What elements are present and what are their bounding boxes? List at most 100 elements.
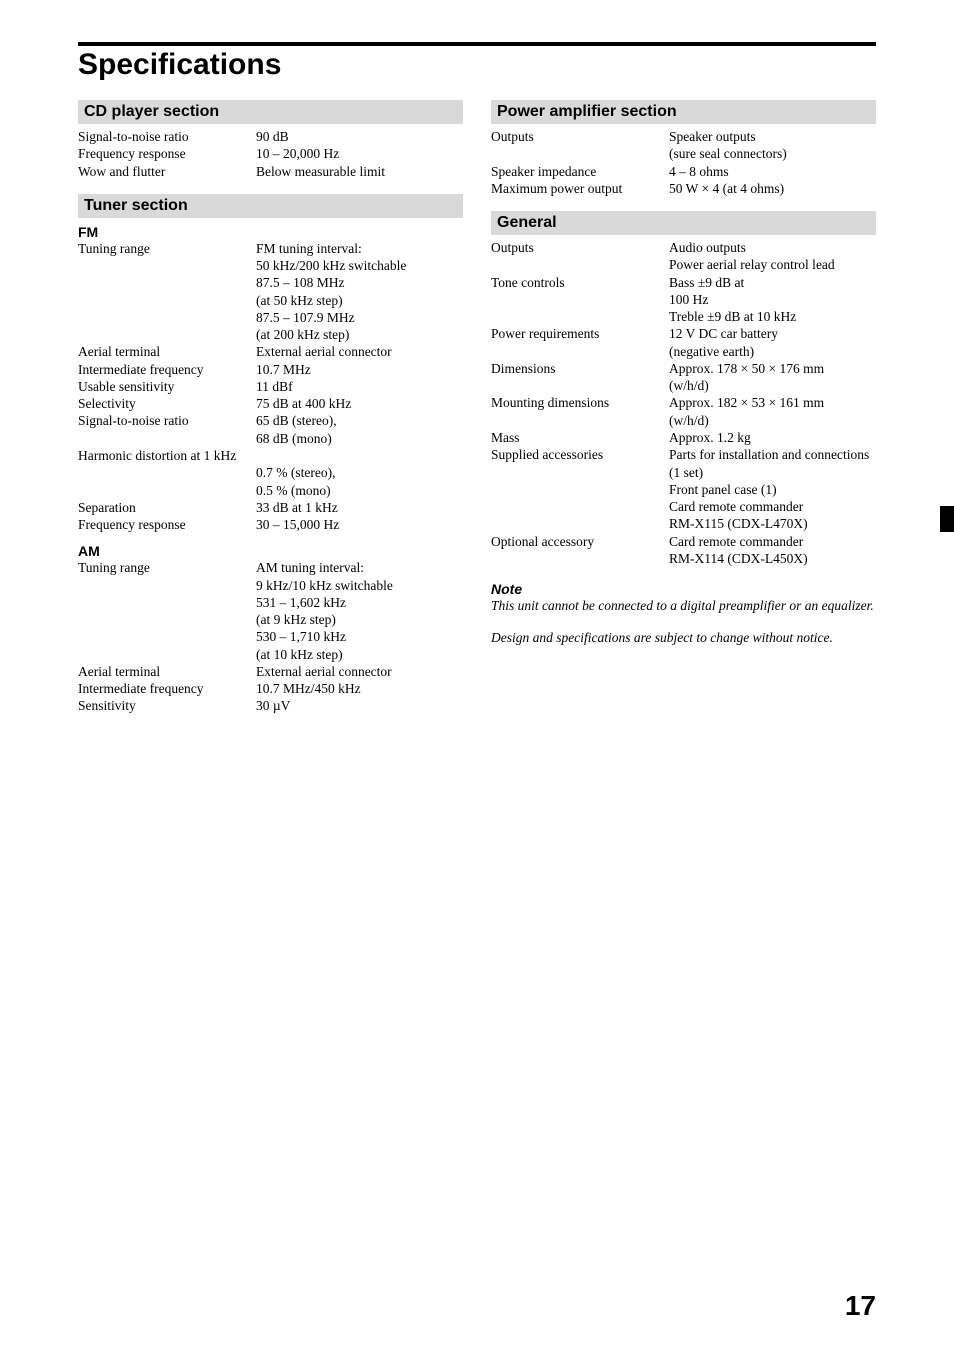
spec-label: Supplied accessories	[491, 446, 669, 532]
spec-value: Card remote commander RM-X114 (CDX-L450X…	[669, 533, 876, 568]
spec-row: Selectivity75 dB at 400 kHz	[78, 395, 463, 412]
spec-value: 90 dB	[256, 128, 463, 145]
spec-row: Maximum power output50 W × 4 (at 4 ohms)	[491, 180, 876, 197]
spec-label: Harmonic distortion at 1 kHz	[78, 447, 256, 499]
general-rows: OutputsAudio outputs Power aerial relay …	[491, 239, 876, 567]
spec-row: Speaker impedance4 – 8 ohms	[491, 163, 876, 180]
spec-label: Intermediate frequency	[78, 361, 256, 378]
spec-label: Outputs	[491, 239, 669, 274]
spec-row: Optional accessoryCard remote commander …	[491, 533, 876, 568]
spec-label: Outputs	[491, 128, 669, 163]
spec-row: MassApprox. 1.2 kg	[491, 429, 876, 446]
spec-label: Maximum power output	[491, 180, 669, 197]
spec-value: 30 µV	[256, 697, 463, 714]
spec-value: Approx. 1.2 kg	[669, 429, 876, 446]
spec-value: 30 – 15,000 Hz	[256, 516, 463, 533]
spec-row: Tuning rangeAM tuning interval: 9 kHz/10…	[78, 559, 463, 663]
spec-value: Parts for installation and connections (…	[669, 446, 876, 532]
spec-value: FM tuning interval: 50 kHz/200 kHz switc…	[256, 240, 463, 344]
spec-value: 12 V DC car battery (negative earth)	[669, 325, 876, 360]
spec-label: Frequency response	[78, 145, 256, 162]
spec-row: Intermediate frequency10.7 MHz	[78, 361, 463, 378]
top-rule	[78, 42, 876, 46]
spec-value: 10 – 20,000 Hz	[256, 145, 463, 162]
spec-value: External aerial connector	[256, 343, 463, 360]
spec-value: Speaker outputs (sure seal connectors)	[669, 128, 876, 163]
spec-row: Aerial terminalExternal aerial connector	[78, 343, 463, 360]
amp-rows: OutputsSpeaker outputs (sure seal connec…	[491, 128, 876, 197]
spec-label: Aerial terminal	[78, 663, 256, 680]
spec-value: Approx. 178 × 50 × 176 mm (w/h/d)	[669, 360, 876, 395]
cd-rows: Signal-to-noise ratio90 dBFrequency resp…	[78, 128, 463, 180]
spec-value: Bass ±9 dB at 100 Hz Treble ±9 dB at 10 …	[669, 274, 876, 326]
spec-value: AM tuning interval: 9 kHz/10 kHz switcha…	[256, 559, 463, 663]
amp-section-header: Power amplifier section	[491, 100, 876, 124]
spec-value: 0.7 % (stereo), 0.5 % (mono)	[256, 447, 463, 499]
spec-row: Sensitivity30 µV	[78, 697, 463, 714]
am-rows: Tuning rangeAM tuning interval: 9 kHz/10…	[78, 559, 463, 714]
page: Specifications CD player section Signal-…	[0, 0, 954, 1352]
spec-row: Intermediate frequency10.7 MHz/450 kHz	[78, 680, 463, 697]
spec-label: Intermediate frequency	[78, 680, 256, 697]
spec-value: External aerial connector	[256, 663, 463, 680]
spec-value: 65 dB (stereo), 68 dB (mono)	[256, 412, 463, 447]
spec-value: 10.7 MHz	[256, 361, 463, 378]
spec-row: Wow and flutterBelow measurable limit	[78, 163, 463, 180]
spec-label: Dimensions	[491, 360, 669, 395]
spec-label: Mounting dimensions	[491, 394, 669, 429]
note-body: This unit cannot be connected to a digit…	[491, 597, 876, 615]
am-sub-header: AM	[78, 543, 463, 559]
spec-row: Signal-to-noise ratio90 dB	[78, 128, 463, 145]
fm-rows: Tuning rangeFM tuning interval: 50 kHz/2…	[78, 240, 463, 534]
cd-section-header: CD player section	[78, 100, 463, 124]
spec-row: Separation33 dB at 1 kHz	[78, 499, 463, 516]
right-column: Power amplifier section OutputsSpeaker o…	[491, 94, 876, 715]
spec-row: Harmonic distortion at 1 kHz 0.7 % (ster…	[78, 447, 463, 499]
spec-label: Separation	[78, 499, 256, 516]
spec-label: Tuning range	[78, 240, 256, 344]
fm-sub-header: FM	[78, 224, 463, 240]
spec-label: Power requirements	[491, 325, 669, 360]
tuner-section-header: Tuner section	[78, 194, 463, 218]
spec-label: Wow and flutter	[78, 163, 256, 180]
spec-row: Signal-to-noise ratio65 dB (stereo), 68 …	[78, 412, 463, 447]
spec-value: Below measurable limit	[256, 163, 463, 180]
spec-row: Usable sensitivity11 dBf	[78, 378, 463, 395]
spec-row: Tuning rangeFM tuning interval: 50 kHz/2…	[78, 240, 463, 344]
spec-value: 10.7 MHz/450 kHz	[256, 680, 463, 697]
spec-label: Sensitivity	[78, 697, 256, 714]
thumb-tab	[940, 506, 954, 532]
spec-label: Tuning range	[78, 559, 256, 663]
spec-value: Audio outputs Power aerial relay control…	[669, 239, 876, 274]
spec-label: Mass	[491, 429, 669, 446]
spec-row: Frequency response30 – 15,000 Hz	[78, 516, 463, 533]
spec-label: Usable sensitivity	[78, 378, 256, 395]
spec-value: 75 dB at 400 kHz	[256, 395, 463, 412]
spec-row: Supplied accessoriesParts for installati…	[491, 446, 876, 532]
spec-label: Signal-to-noise ratio	[78, 128, 256, 145]
spec-label: Speaker impedance	[491, 163, 669, 180]
design-note: Design and specifications are subject to…	[491, 629, 876, 647]
spec-label: Tone controls	[491, 274, 669, 326]
spec-value: 11 dBf	[256, 378, 463, 395]
spec-row: OutputsSpeaker outputs (sure seal connec…	[491, 128, 876, 163]
columns: CD player section Signal-to-noise ratio9…	[78, 94, 876, 715]
left-column: CD player section Signal-to-noise ratio9…	[78, 94, 463, 715]
spec-row: Frequency response10 – 20,000 Hz	[78, 145, 463, 162]
spec-value: Approx. 182 × 53 × 161 mm (w/h/d)	[669, 394, 876, 429]
spec-row: OutputsAudio outputs Power aerial relay …	[491, 239, 876, 274]
spec-row: Aerial terminalExternal aerial connector	[78, 663, 463, 680]
spec-value: 4 – 8 ohms	[669, 163, 876, 180]
spec-value: 33 dB at 1 kHz	[256, 499, 463, 516]
spec-row: Mounting dimensionsApprox. 182 × 53 × 16…	[491, 394, 876, 429]
spec-label: Selectivity	[78, 395, 256, 412]
spec-row: DimensionsApprox. 178 × 50 × 176 mm (w/h…	[491, 360, 876, 395]
page-number: 17	[845, 1290, 876, 1322]
spec-label: Frequency response	[78, 516, 256, 533]
page-title: Specifications	[78, 48, 876, 82]
spec-label: Aerial terminal	[78, 343, 256, 360]
spec-label: Optional accessory	[491, 533, 669, 568]
spec-row: Tone controlsBass ±9 dB at 100 Hz Treble…	[491, 274, 876, 326]
spec-row: Power requirements12 V DC car battery (n…	[491, 325, 876, 360]
spec-label: Signal-to-noise ratio	[78, 412, 256, 447]
